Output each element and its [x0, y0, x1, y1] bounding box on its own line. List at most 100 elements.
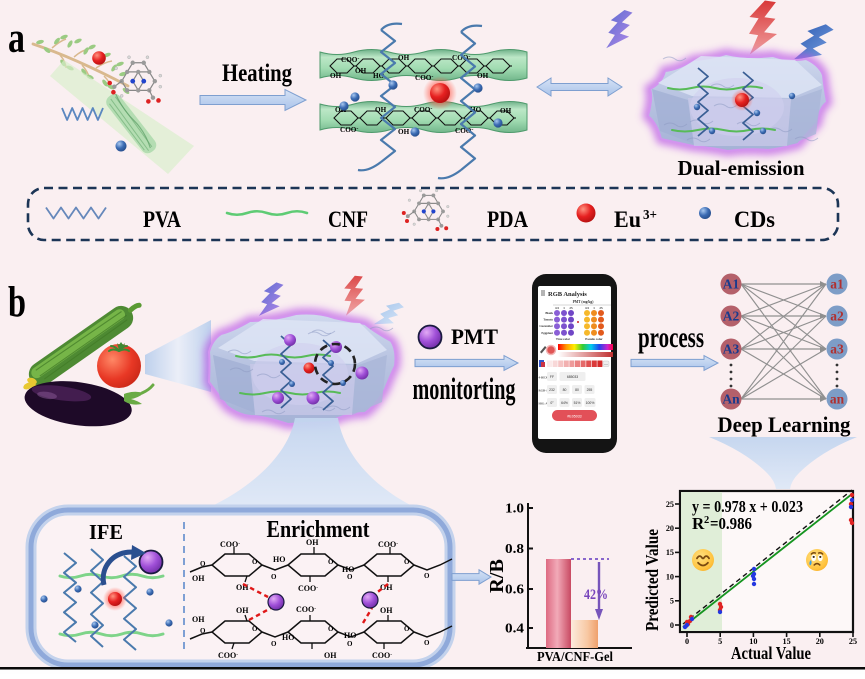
svg-text:Eggplant: Eggplant — [541, 331, 553, 335]
svg-text:OH: OH — [380, 583, 393, 592]
svg-text:A2: A2 — [723, 309, 740, 324]
svg-text:HSL-A: HSL-A — [539, 402, 549, 406]
svg-text:25: 25 — [599, 306, 603, 310]
svg-text:O: O — [404, 625, 410, 633]
svg-text:OH: OH — [355, 67, 367, 75]
svg-text:O: O — [404, 558, 410, 566]
svg-text:O: O — [328, 625, 334, 633]
svg-text:PDA: PDA — [487, 207, 528, 233]
svg-text:a1: a1 — [830, 277, 844, 292]
svg-text:Dual-emission: Dual-emission — [678, 156, 805, 180]
svg-text:25: 25 — [849, 637, 857, 646]
svg-text:OH: OH — [236, 606, 249, 615]
svg-text:OH: OH — [192, 574, 205, 583]
svg-text:Cucumber: Cucumber — [539, 324, 553, 328]
svg-text:O: O — [328, 558, 334, 566]
svg-text:R: R — [692, 514, 705, 533]
svg-text:OH: OH — [236, 583, 249, 592]
svg-text:HO: HO — [470, 106, 482, 114]
svg-text:COO-: COO- — [414, 106, 432, 114]
svg-text:51%: 51% — [574, 401, 581, 405]
svg-text:PMT: PMT — [451, 324, 498, 349]
svg-text:OH: OH — [324, 651, 337, 660]
svg-text:100%: 100% — [586, 401, 595, 405]
svg-text:10: 10 — [666, 572, 674, 581]
svg-text:80: 80 — [575, 388, 579, 392]
svg-text:a3: a3 — [830, 342, 844, 357]
svg-text:Deep Learning: Deep Learning — [718, 412, 851, 437]
svg-text:0.8: 0.8 — [505, 541, 524, 556]
svg-text:O: O — [271, 640, 277, 648]
svg-text:RGB Analysis: RGB Analysis — [548, 291, 587, 298]
svg-text:0.6: 0.6 — [505, 582, 524, 597]
svg-text:COO-: COO- — [378, 540, 398, 549]
svg-text:20: 20 — [816, 637, 824, 646]
svg-text:O: O — [252, 625, 258, 633]
svg-text:OH: OH — [306, 538, 319, 547]
svg-text:HO: HO — [273, 555, 285, 564]
svg-text:COO-: COO- — [452, 54, 470, 62]
svg-text:—: — — [604, 362, 608, 367]
svg-text:64%: 64% — [561, 401, 568, 405]
svg-text:monitorting: monitorting — [413, 371, 516, 406]
svg-text:42%: 42% — [584, 587, 608, 603]
svg-text:2: 2 — [704, 515, 709, 526]
svg-text:y = 0.978 x + 0.023: y = 0.978 x + 0.023 — [692, 497, 803, 516]
svg-text:Pseudo color: Pseudo color — [585, 337, 603, 341]
svg-text:OH: OH — [477, 72, 489, 80]
svg-text:Blank: Blank — [545, 311, 553, 315]
svg-text:COO-: COO- — [298, 584, 318, 593]
svg-text:0: 0 — [685, 637, 689, 646]
svg-text:COO-: COO- — [341, 56, 359, 64]
svg-text:10: 10 — [749, 637, 757, 646]
svg-text:CNF: CNF — [328, 207, 368, 233]
svg-text:COO-: COO- — [372, 651, 392, 660]
svg-text:HO: HO — [282, 633, 294, 642]
svg-text:25: 25 — [666, 500, 674, 509]
svg-text:HO: HO — [342, 565, 354, 574]
svg-text:1.0: 1.0 — [505, 501, 524, 516]
svg-text:0.4: 0.4 — [505, 621, 524, 636]
svg-text:O: O — [271, 573, 277, 581]
svg-text:PVA/CNF-Gel: PVA/CNF-Gel — [537, 649, 613, 664]
svg-text:Actual Value: Actual Value — [731, 643, 811, 663]
svg-text:1: 1 — [593, 306, 595, 310]
svg-text:Enrichment: Enrichment — [267, 517, 370, 543]
svg-text:232: 232 — [549, 388, 555, 392]
svg-text:A1: A1 — [723, 277, 740, 292]
svg-text:HO: HO — [344, 631, 356, 640]
svg-text:HO: HO — [373, 72, 385, 80]
svg-text:20: 20 — [666, 524, 674, 533]
svg-text:a2: a2 — [830, 309, 844, 324]
svg-text:Heating: Heating — [222, 60, 292, 87]
svg-text:255: 255 — [587, 388, 593, 392]
svg-text:1: 1 — [563, 306, 565, 310]
svg-text:FF: FF — [550, 375, 554, 379]
svg-text:25: 25 — [569, 306, 573, 310]
svg-text:4-HEX: 4-HEX — [539, 376, 549, 380]
svg-text:An: An — [722, 392, 740, 407]
svg-text:OH: OH — [330, 72, 342, 80]
svg-text:COO-: COO- — [218, 651, 238, 660]
svg-text:O: O — [347, 573, 353, 581]
svg-text:O: O — [200, 627, 206, 635]
svg-text:#E05033: #E05033 — [567, 415, 581, 419]
svg-text:COO-: COO- — [220, 540, 240, 549]
svg-text:OH: OH — [500, 107, 512, 115]
svg-text:O: O — [424, 572, 430, 580]
svg-text:O: O — [424, 639, 430, 647]
svg-text:OH: OH — [192, 615, 205, 624]
svg-text:b: b — [8, 279, 26, 326]
svg-text:O: O — [252, 558, 258, 566]
svg-text:a: a — [8, 15, 25, 62]
svg-text:an: an — [830, 392, 845, 407]
svg-text:Predicted Value: Predicted Value — [642, 529, 662, 631]
svg-text:COO-: COO- — [296, 605, 316, 614]
svg-text:4.5: 4.5 — [555, 306, 559, 310]
svg-text:RGB-A: RGB-A — [539, 389, 550, 393]
svg-text:0°: 0° — [550, 401, 554, 405]
svg-text:R/B: R/B — [486, 559, 508, 593]
svg-text:685033: 685033 — [567, 375, 578, 379]
svg-text:O: O — [200, 560, 206, 568]
svg-text:COO-: COO- — [340, 126, 358, 134]
